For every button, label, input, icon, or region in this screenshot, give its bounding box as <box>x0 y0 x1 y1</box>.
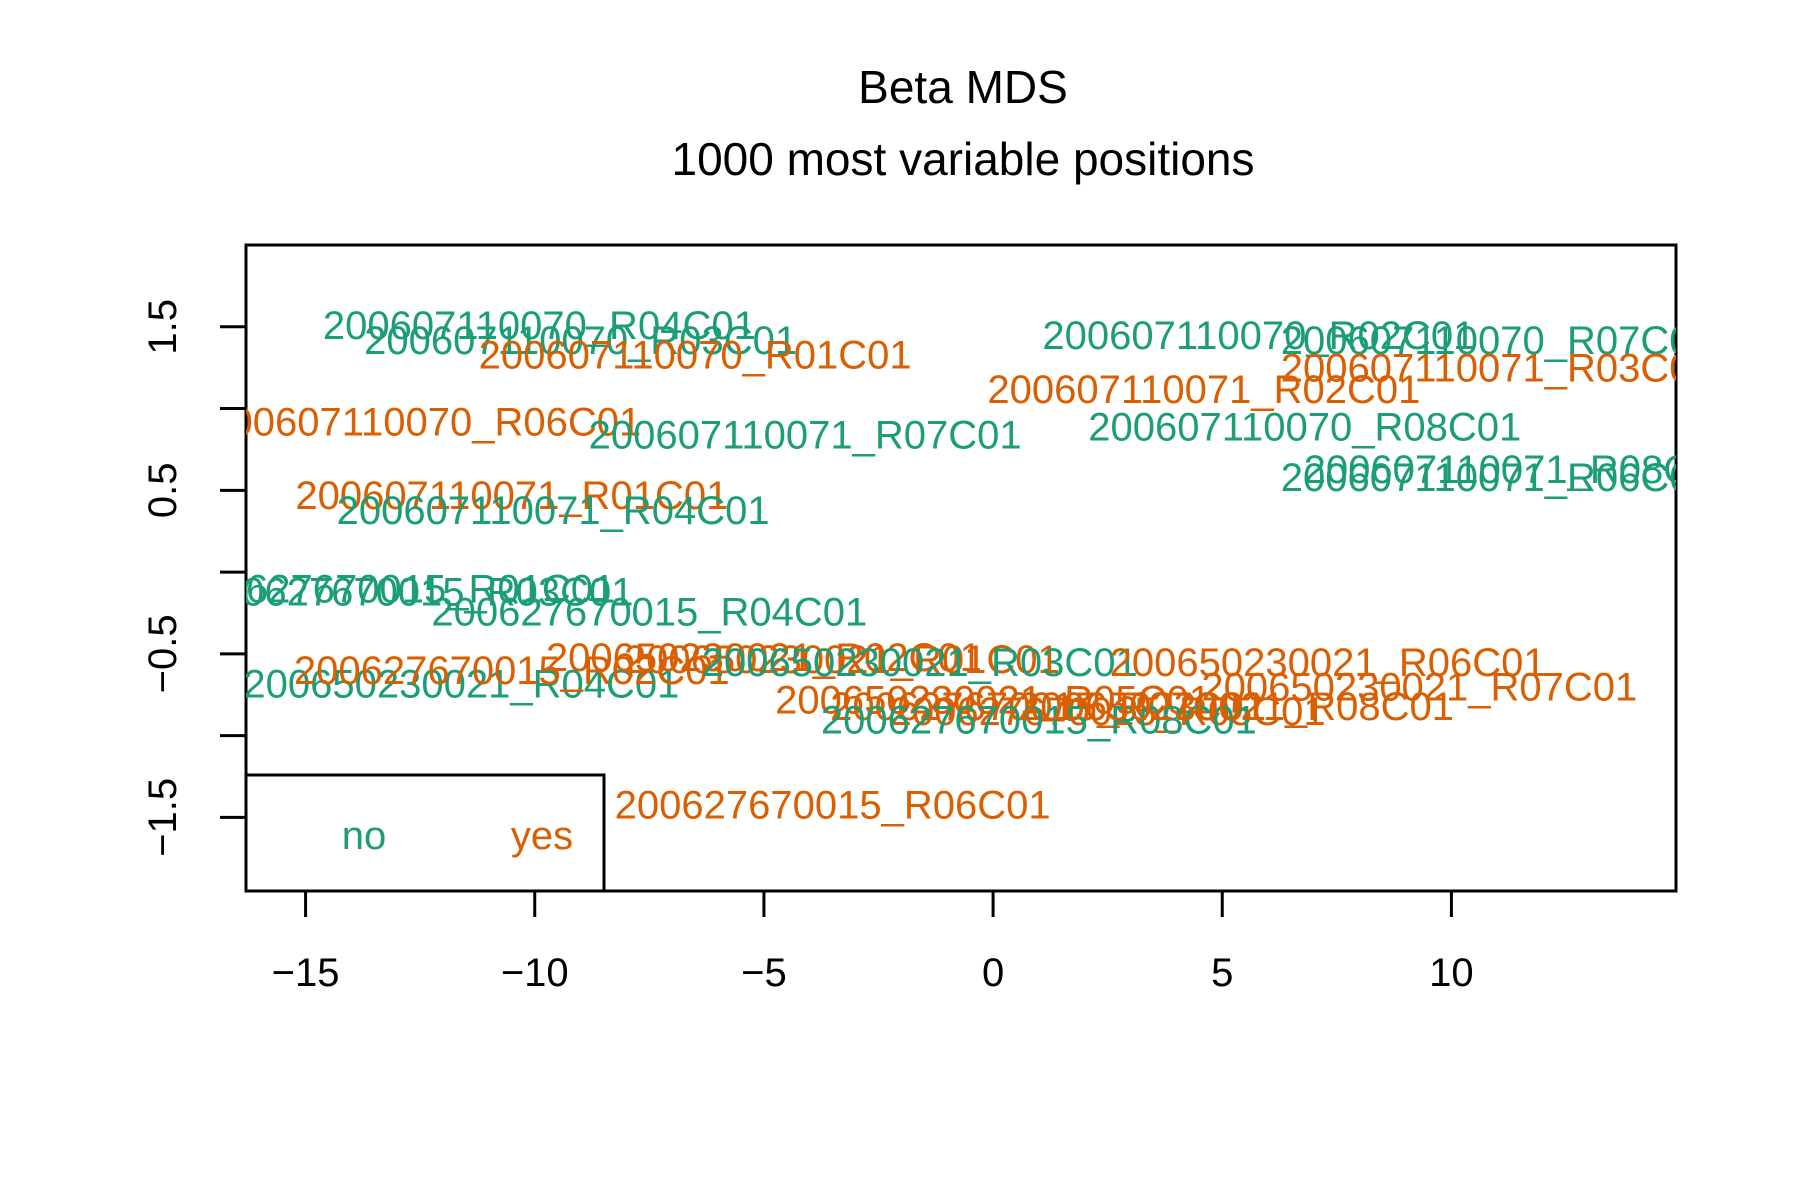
point-label: 200607110071_R03C01 <box>1281 347 1714 391</box>
legend-entry-no: no <box>342 814 387 858</box>
point-label: 200607110071_R08C01 <box>1304 448 1737 492</box>
x-tick-label: 10 <box>1429 951 1474 995</box>
point-label: 200607110070_R03C01 <box>364 319 797 363</box>
x-tick-label: −5 <box>741 951 787 995</box>
point-label: 200650230021_R07C01 <box>1201 666 1637 710</box>
point-label: 200650230021_R04C01 <box>243 662 679 706</box>
point-label: 200607110070_R01C01 <box>479 334 912 378</box>
x-tick-label: −10 <box>501 951 569 995</box>
point-label: 200650230021_R02C01 <box>546 636 982 680</box>
point-label: 200627670015_R04C01 <box>431 590 867 634</box>
point-label: 200607110071_R04C01 <box>337 489 770 533</box>
point-label: 200607110070_R06C01 <box>208 401 641 445</box>
legend-entry-yes: yes <box>511 814 573 858</box>
point-label: 200627670015_R07C01 <box>830 685 1266 729</box>
chart-title: Beta MDS <box>858 61 1068 113</box>
x-axis: −15 −10 −5 0 5 10 <box>272 889 1474 995</box>
point-label: 200627670015_R01C01 <box>179 567 615 611</box>
legend-box <box>244 773 606 893</box>
point-label: 200650230021_R03C01 <box>702 641 1138 685</box>
point-label: 200607110070_R08C01 <box>1088 406 1521 450</box>
x-tick-label: 5 <box>1211 951 1233 995</box>
point-label: 200627670015_R03C01 <box>198 571 634 615</box>
point-label: 200650230021_R06C01 <box>1110 641 1546 685</box>
x-tick-label: 0 <box>982 951 1004 995</box>
point-label: 200607110071_R07C01 <box>589 414 1022 458</box>
point-label: 200607110070_R02C01 <box>1042 314 1475 358</box>
point-label: 200650230021_R08C01 <box>1018 685 1454 729</box>
point-label: 200627670015_R05C01 <box>890 690 1326 734</box>
point-label: 200607110071_R02C01 <box>987 368 1420 412</box>
legend: no yes <box>244 773 606 893</box>
point-label: 200650230021_R01C01 <box>624 638 1060 682</box>
point-label: 200627670015_R02C01 <box>294 649 730 693</box>
point-label: 200650230021_R05C01 <box>775 679 1211 723</box>
x-tick-label: −15 <box>272 951 340 995</box>
y-tick-label: 1.5 <box>141 299 185 355</box>
chart-subtitle: 1000 most variable positions <box>672 133 1255 185</box>
point-label: 200627670015_R08C01 <box>821 698 1257 742</box>
point-label: 200607110070_R04C01 <box>323 304 756 348</box>
y-tick-label: 0.5 <box>141 463 185 519</box>
point-label: 200607110071_R01C01 <box>295 474 728 518</box>
y-tick-label: −1.5 <box>141 778 185 857</box>
point-label: 200627670015_R06C01 <box>615 783 1051 827</box>
y-axis: −1.5 −0.5 0.5 1.5 <box>141 299 248 857</box>
point-label: 200607110071_R06C01 <box>1281 456 1714 500</box>
point-labels: 200607110070_R04C01200607110070_R03C0120… <box>179 304 1737 827</box>
point-label: 200607110070_R07C01 <box>1281 319 1714 363</box>
y-tick-label: −0.5 <box>141 614 185 693</box>
